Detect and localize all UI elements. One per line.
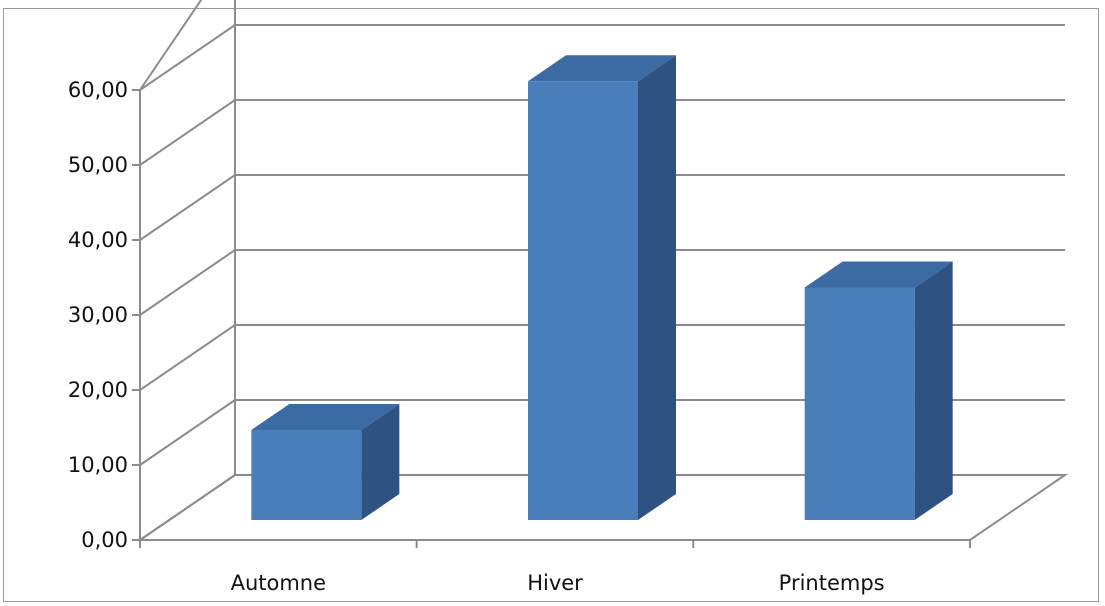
bar-side bbox=[638, 55, 676, 520]
gridlines bbox=[139, 0, 1065, 541]
bar-front bbox=[804, 287, 915, 520]
y-tick-label: 60,00 bbox=[68, 78, 128, 102]
x-category-label: Hiver bbox=[527, 571, 583, 595]
bar-top bbox=[528, 55, 676, 82]
x-category-label: Printemps bbox=[779, 571, 885, 595]
bar bbox=[528, 55, 676, 520]
bar-front bbox=[528, 81, 638, 520]
x-category-label: Automne bbox=[231, 571, 326, 595]
bar-front bbox=[251, 430, 362, 520]
y-tick-labels: 0,00 10,00 20,00 30,00 40,00 50,00 60,00 bbox=[68, 78, 128, 552]
bar-top bbox=[251, 404, 400, 430]
bar-side bbox=[914, 261, 953, 520]
bar-side bbox=[361, 404, 400, 520]
bars bbox=[251, 55, 953, 520]
y-tick-label: 40,00 bbox=[68, 228, 128, 252]
y-tick-label: 0,00 bbox=[81, 528, 128, 552]
bar bbox=[804, 261, 953, 520]
y-tick-label: 10,00 bbox=[68, 453, 128, 477]
y-tick-label: 20,00 bbox=[68, 378, 128, 402]
axes bbox=[132, 89, 971, 548]
bar-top bbox=[804, 261, 953, 288]
x-category-labels: Automne Hiver Printemps bbox=[231, 571, 885, 595]
wall-top-diagonal bbox=[139, 0, 203, 91]
y-tick-label: 30,00 bbox=[68, 303, 128, 327]
bar bbox=[251, 404, 400, 520]
y-tick-label: 50,00 bbox=[68, 153, 128, 177]
